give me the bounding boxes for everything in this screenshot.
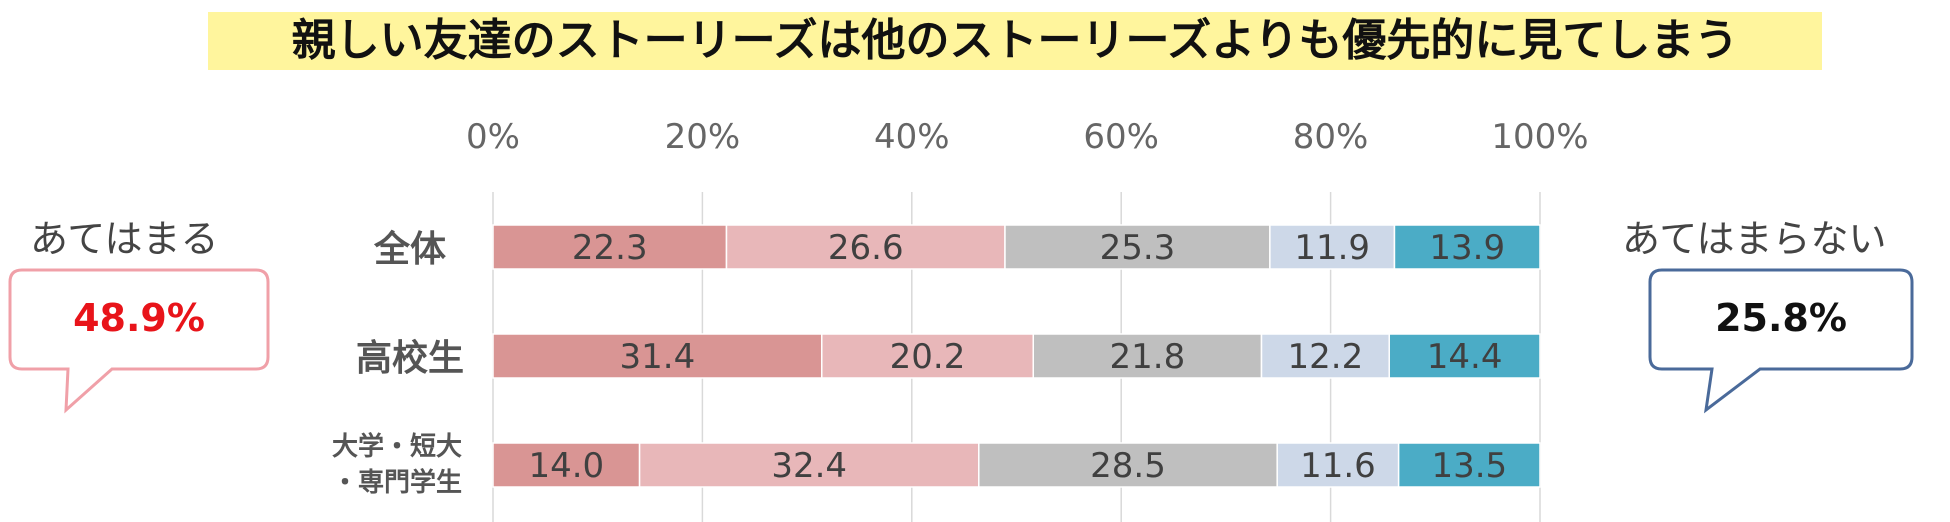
data-label: 12.2 [1288, 337, 1364, 377]
bar-segment [1269, 224, 1396, 270]
bar-segment [1276, 442, 1400, 488]
bar-segment [1004, 224, 1271, 270]
bar-segment [1260, 333, 1390, 379]
bar-segment [1397, 442, 1541, 488]
chart-title: 親しい友達のストーリーズは他のストーリーズよりも優先的に見てしまう [208, 12, 1822, 70]
data-label: 14.0 [528, 446, 604, 486]
bar-segment [1032, 333, 1263, 379]
left-callout-label: あてはまる [30, 217, 219, 261]
right-callout-label: あてはまらない [1622, 217, 1887, 261]
bar-segment [821, 333, 1035, 379]
data-label: 25.3 [1100, 228, 1176, 268]
x-tick-label: 60% [1083, 117, 1159, 157]
bar-segment [638, 442, 980, 488]
bar-segment [492, 442, 641, 488]
data-label: 13.5 [1431, 446, 1507, 486]
data-label: 21.8 [1110, 337, 1186, 377]
data-label: 13.9 [1429, 228, 1505, 268]
bar-segments: 22.3 26.6 25.3 11.9 13.9 31.4 20.2 21.8 12.2 14.4… [492, 224, 1541, 488]
data-label: 32.4 [771, 446, 847, 486]
x-axis-tick-labels: 0% 20% 40% 60% 80% 100% [466, 117, 1589, 157]
x-tick-label: 0% [466, 117, 520, 157]
bar-segment [1388, 333, 1541, 379]
x-tick-label: 40% [874, 117, 950, 157]
category-label: ・専門学生 [332, 467, 462, 498]
x-tick-label: 100% [1491, 117, 1588, 157]
bar-segment [978, 442, 1278, 488]
data-label: 14.4 [1427, 337, 1503, 377]
x-tick-label: 20% [665, 117, 741, 157]
category-label: 大学・短大 [332, 431, 462, 462]
data-label: 28.5 [1090, 446, 1166, 486]
data-label: 11.6 [1300, 446, 1376, 486]
left-callout-value: 48.9% [73, 296, 205, 340]
right-callout-value: 25.8% [1715, 296, 1847, 340]
category-label: 全体 [373, 228, 446, 270]
x-tick-label: 80% [1293, 117, 1369, 157]
bar-segment [1393, 224, 1541, 270]
data-label: 11.9 [1294, 228, 1370, 268]
data-label: 31.4 [620, 337, 696, 377]
data-label: 22.3 [572, 228, 648, 268]
data-label: 20.2 [890, 337, 966, 377]
right-callout-bubble [1648, 268, 1914, 414]
data-label: 26.6 [828, 228, 904, 268]
left-callout-bubble [8, 268, 270, 414]
category-label: 高校生 [356, 338, 464, 379]
